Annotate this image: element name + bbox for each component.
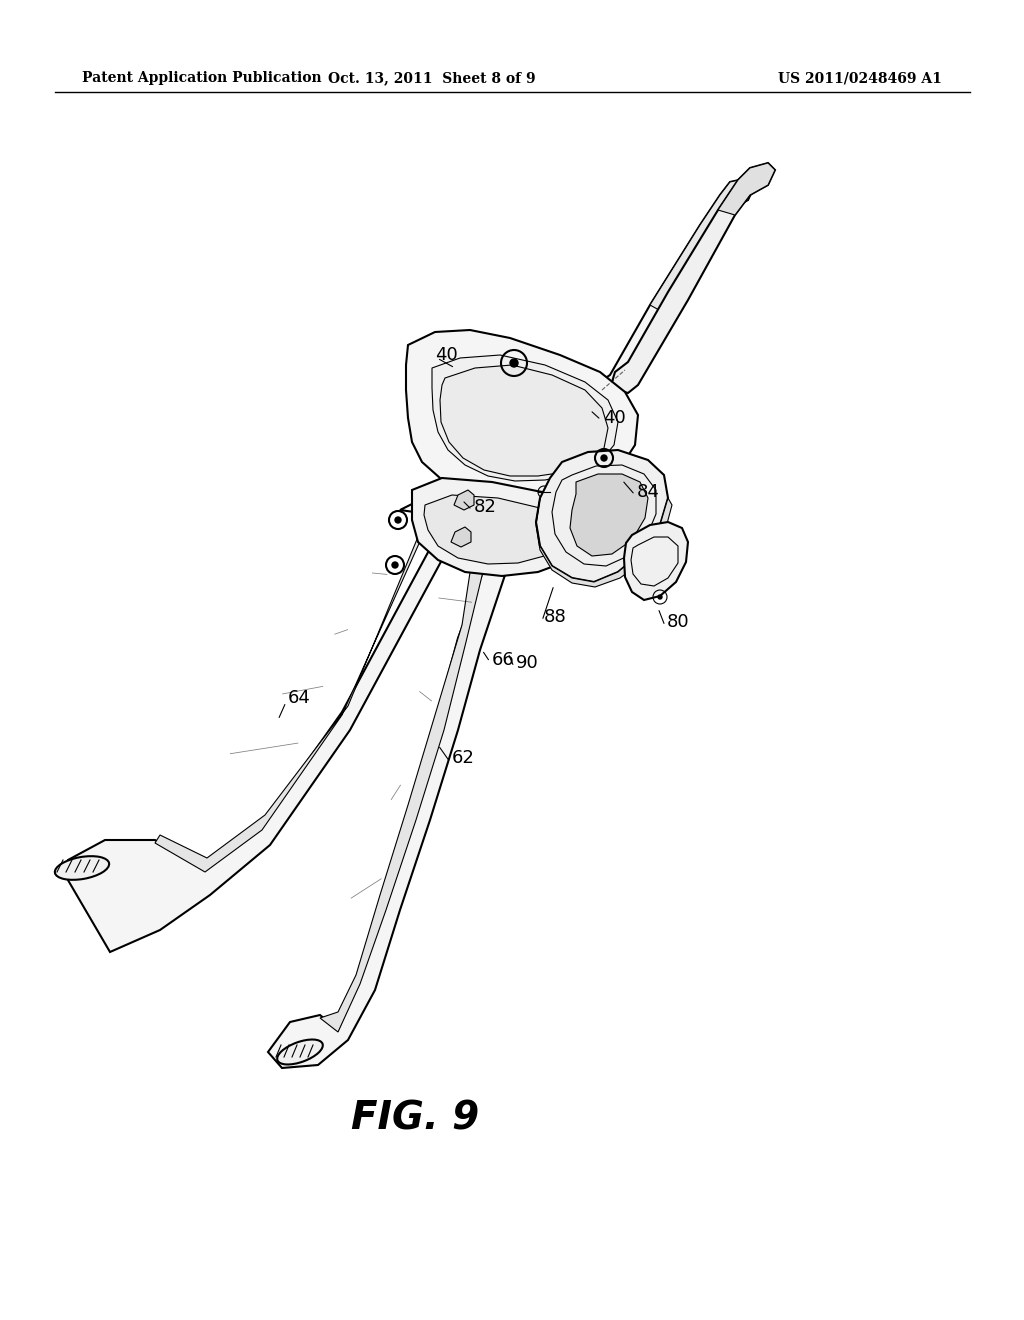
Text: 40: 40 [603,409,626,426]
Polygon shape [536,450,668,582]
Text: 84: 84 [637,483,659,502]
Circle shape [395,517,401,523]
Polygon shape [440,366,608,477]
Polygon shape [155,502,435,873]
Text: 62: 62 [452,748,475,767]
Ellipse shape [55,857,110,880]
Polygon shape [424,495,562,564]
Circle shape [601,455,607,461]
Text: FIG. 9: FIG. 9 [351,1100,479,1137]
Polygon shape [268,510,510,1068]
Text: 80: 80 [667,612,689,631]
Text: 64: 64 [288,689,311,708]
Text: 82: 82 [474,498,497,516]
Text: Oct. 13, 2011  Sheet 8 of 9: Oct. 13, 2011 Sheet 8 of 9 [328,71,536,84]
Circle shape [392,562,398,568]
Polygon shape [650,178,755,315]
Text: 88: 88 [544,609,566,626]
Polygon shape [536,498,672,587]
Polygon shape [451,527,471,546]
Polygon shape [592,178,755,408]
Text: Patent Application Publication: Patent Application Publication [82,71,322,84]
Polygon shape [718,162,775,215]
Circle shape [510,359,518,367]
Polygon shape [406,330,638,500]
Polygon shape [570,474,648,556]
Circle shape [658,595,662,599]
Polygon shape [412,478,582,576]
Polygon shape [65,500,450,952]
Text: 66: 66 [492,651,515,669]
Polygon shape [319,512,495,1032]
Polygon shape [624,521,688,601]
Polygon shape [612,162,775,393]
Text: 40: 40 [435,346,458,364]
Polygon shape [454,490,474,510]
Polygon shape [432,355,618,480]
Ellipse shape [278,1040,323,1064]
Text: 90: 90 [516,653,539,672]
Text: US 2011/0248469 A1: US 2011/0248469 A1 [778,71,942,84]
